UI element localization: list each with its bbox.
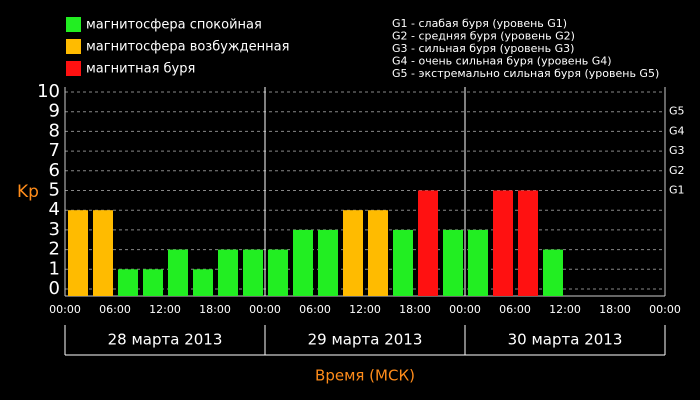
- x-axis-label: Время (МСК): [315, 367, 415, 385]
- storm-legend-label: G4 - очень сильная буря (уровень G4): [392, 55, 612, 68]
- day-label: 28 марта 2013: [108, 331, 223, 349]
- bar: [318, 229, 338, 296]
- storm-legend-label: G5 - экстремально сильная буря (уровень …: [392, 67, 659, 80]
- y-tick-label: 4: [49, 199, 60, 220]
- bar: [293, 229, 313, 296]
- bar: [168, 249, 188, 296]
- y-tick-label: 6: [49, 160, 60, 181]
- x-tick-label: 12:00: [349, 303, 381, 316]
- storm-legend-label: G1 - слабая буря (уровень G1): [392, 17, 567, 30]
- bar: [343, 210, 363, 296]
- bar: [143, 269, 163, 296]
- y-tick-label: 2: [49, 239, 60, 260]
- legend-label: магнитосфера спокойная: [86, 18, 262, 33]
- y-tick-label: 7: [49, 140, 60, 161]
- legend-label: магнитосфера возбужденная: [86, 40, 289, 55]
- x-tick-label: 12:00: [549, 303, 581, 316]
- y-tick-label: 10: [37, 81, 60, 102]
- y-tick-label: 0: [49, 278, 60, 299]
- bar: [68, 210, 88, 296]
- x-tick-label: 18:00: [199, 303, 231, 316]
- bar: [243, 249, 263, 296]
- storm-legend-label: G3 - сильная буря (уровень G3): [392, 42, 574, 55]
- x-tick-label: 00:00: [649, 303, 681, 316]
- bar: [543, 249, 563, 296]
- bar: [218, 249, 238, 296]
- y-axis-label: Kp: [17, 182, 39, 202]
- bar: [93, 210, 113, 296]
- bar: [393, 229, 413, 296]
- bar: [493, 190, 513, 296]
- g-level-label: G2: [669, 164, 685, 177]
- x-tick-label: 06:00: [99, 303, 131, 316]
- y-tick-label: 8: [49, 120, 60, 141]
- y-tick-label: 3: [49, 219, 60, 240]
- legend-swatch: [66, 39, 81, 54]
- storm-legend-label: G2 - средняя буря (уровень G2): [392, 30, 575, 43]
- x-tick-label: 18:00: [399, 303, 431, 316]
- legend-label: магнитная буря: [86, 62, 195, 77]
- legend-swatch: [66, 17, 81, 32]
- day-label: 30 марта 2013: [508, 331, 623, 349]
- y-tick-label: 9: [49, 101, 60, 122]
- g-level-label: G3: [669, 144, 685, 157]
- y-tick-label: 1: [49, 258, 60, 279]
- x-tick-label: 00:00: [249, 303, 281, 316]
- bar: [368, 210, 388, 296]
- bar: [193, 269, 213, 296]
- x-tick-label: 18:00: [599, 303, 631, 316]
- day-label: 29 марта 2013: [308, 331, 423, 349]
- g-level-label: G5: [669, 105, 685, 118]
- g-level-label: G4: [669, 124, 685, 137]
- x-tick-label: 00:00: [49, 303, 81, 316]
- bar: [418, 190, 438, 296]
- bar: [468, 229, 488, 296]
- bar: [518, 190, 538, 296]
- x-tick-label: 12:00: [149, 303, 181, 316]
- x-tick-label: 06:00: [299, 303, 331, 316]
- g-level-label: G1: [669, 184, 685, 197]
- y-tick-label: 5: [49, 180, 60, 201]
- x-tick-label: 00:00: [449, 303, 481, 316]
- bar: [443, 229, 463, 296]
- bar: [118, 269, 138, 296]
- legend-swatch: [66, 61, 81, 76]
- x-tick-label: 06:00: [499, 303, 531, 316]
- bar: [268, 249, 288, 296]
